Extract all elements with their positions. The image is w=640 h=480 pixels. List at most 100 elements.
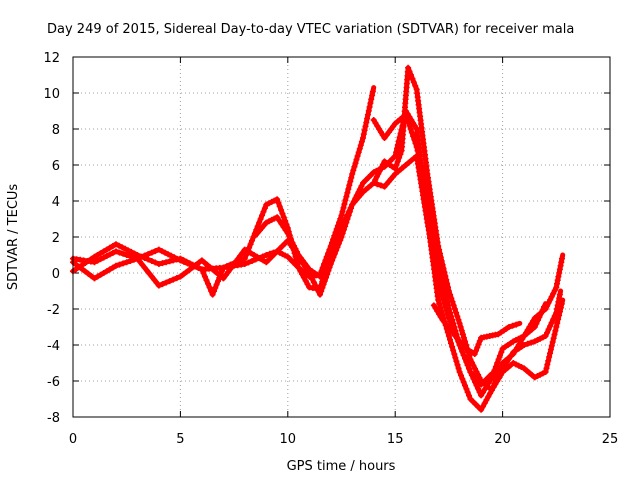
data-point	[278, 207, 285, 213]
y-tick-label: 12	[43, 51, 60, 66]
data-point	[312, 282, 319, 289]
data-point	[546, 354, 553, 360]
data-point	[466, 392, 472, 399]
data-point	[524, 340, 531, 347]
data-point	[239, 249, 246, 256]
data-point	[459, 331, 466, 338]
data-point	[100, 248, 107, 255]
data-point	[215, 278, 221, 285]
data-point	[490, 370, 497, 377]
data-point	[237, 253, 244, 259]
data-point	[455, 316, 462, 323]
data-point	[437, 304, 444, 311]
data-point	[123, 259, 130, 266]
data-point	[551, 312, 558, 319]
data-point	[412, 140, 419, 147]
data-point	[404, 115, 411, 122]
data-point	[394, 158, 401, 165]
data-point	[494, 373, 501, 380]
data-point	[355, 149, 362, 156]
data-point	[364, 115, 371, 122]
data-point	[406, 122, 413, 129]
data-point	[125, 247, 132, 254]
data-point	[100, 254, 107, 261]
data-point	[338, 212, 345, 219]
data-point	[498, 349, 505, 356]
data-point	[471, 351, 478, 357]
data-point	[345, 212, 352, 219]
data-point	[347, 178, 354, 185]
data-point	[457, 324, 464, 330]
data-point	[336, 219, 343, 226]
data-point	[348, 174, 355, 181]
data-point	[109, 264, 116, 271]
data-point	[155, 246, 162, 253]
data-point	[330, 249, 337, 256]
data-point	[464, 389, 471, 396]
data-point	[241, 246, 248, 253]
data-point	[408, 129, 415, 136]
data-point	[421, 177, 428, 184]
data-point	[358, 138, 365, 145]
data-point	[329, 252, 336, 259]
data-point	[438, 276, 445, 282]
data-point	[323, 274, 329, 281]
data-point	[445, 333, 452, 339]
y-axis-label: SDTVAR / TECUs	[6, 184, 21, 291]
data-point	[534, 317, 541, 324]
data-point	[414, 147, 421, 154]
data-point	[436, 300, 443, 307]
data-point	[367, 100, 374, 107]
data-point	[155, 261, 162, 267]
data-point	[128, 248, 135, 255]
data-point	[460, 379, 467, 386]
data-point	[440, 283, 447, 290]
data-point	[543, 365, 550, 372]
data-point	[478, 406, 485, 413]
data-point	[76, 263, 83, 270]
data-point	[205, 280, 211, 287]
series-line	[70, 85, 377, 280]
data-point	[449, 343, 456, 350]
data-point	[97, 271, 104, 278]
data-point	[372, 176, 379, 183]
data-point	[437, 272, 444, 279]
x-tick-label: 5	[176, 432, 184, 447]
data-point	[183, 269, 190, 275]
data-point	[163, 279, 170, 286]
data-point	[295, 264, 302, 271]
data-point	[495, 370, 502, 377]
data-point	[145, 256, 152, 263]
data-point	[472, 379, 478, 385]
data-point	[198, 266, 205, 273]
data-point	[85, 257, 92, 264]
data-point	[449, 316, 456, 323]
data-point	[531, 324, 538, 330]
data-point	[116, 242, 122, 249]
data-point	[553, 324, 560, 330]
data-point	[79, 266, 86, 273]
data-point	[234, 256, 241, 263]
data-point	[419, 166, 426, 173]
data-point	[496, 352, 503, 359]
data-point	[94, 257, 101, 264]
data-point	[88, 273, 95, 280]
data-point	[241, 255, 248, 262]
data-point	[451, 324, 458, 330]
data-point	[396, 154, 403, 161]
data-point	[405, 64, 412, 71]
data-point	[229, 262, 236, 269]
data-point	[349, 171, 356, 177]
data-point	[475, 385, 482, 392]
x-axis-label: GPS time / hours	[287, 459, 396, 474]
data-point	[130, 256, 137, 263]
data-point	[550, 290, 557, 297]
data-point	[545, 357, 552, 364]
data-point	[448, 313, 454, 320]
data-point	[474, 344, 481, 351]
y-tick-label: 2	[52, 231, 60, 246]
data-point	[177, 273, 184, 280]
data-point	[346, 208, 353, 215]
data-point	[120, 260, 127, 267]
data-point	[439, 279, 446, 286]
